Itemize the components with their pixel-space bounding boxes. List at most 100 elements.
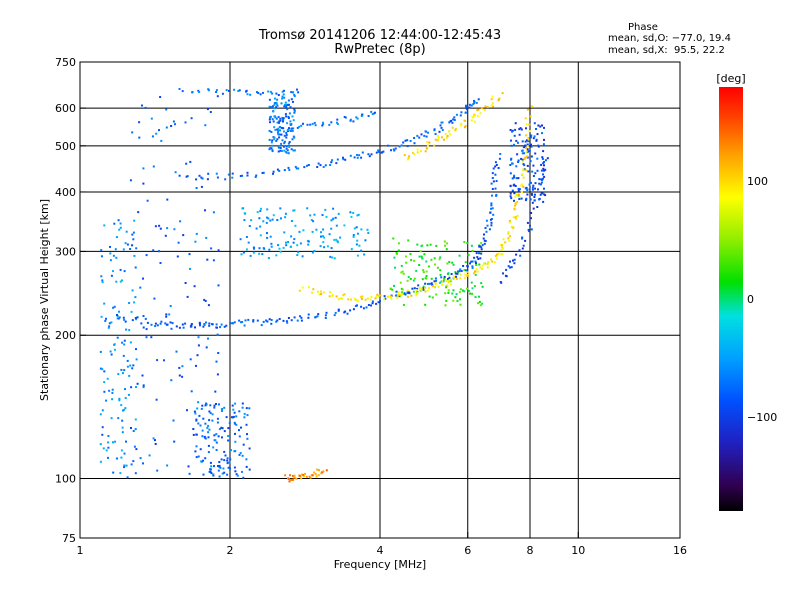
echo-point	[528, 183, 531, 186]
echo-point	[479, 257, 482, 260]
echo-point	[500, 253, 503, 256]
echo-point	[325, 215, 328, 218]
echo-point	[459, 277, 462, 280]
echo-point	[241, 321, 244, 323]
echo-point	[105, 449, 108, 452]
echo-point	[204, 437, 207, 440]
echo-point	[465, 108, 468, 111]
echo-point	[291, 115, 294, 118]
echo-point	[397, 293, 400, 296]
echo-point	[445, 286, 448, 289]
echo-point	[335, 224, 338, 227]
echo-point	[221, 427, 224, 430]
echo-point	[186, 175, 189, 178]
echo-point	[197, 336, 200, 339]
echo-point	[427, 265, 430, 268]
echo-point	[355, 226, 358, 229]
echo-point	[526, 193, 529, 196]
echo-point	[381, 151, 384, 154]
echo-point	[111, 388, 114, 391]
echo-point	[207, 337, 209, 340]
echo-point	[154, 439, 156, 442]
echo-point	[135, 318, 138, 321]
echo-point	[343, 293, 346, 296]
echo-point	[121, 426, 124, 429]
echo-point	[389, 288, 392, 290]
echo-point	[486, 224, 489, 227]
echo-point	[534, 182, 537, 185]
echo-point	[492, 213, 495, 216]
echo-point	[329, 291, 332, 294]
echo-point	[272, 120, 275, 123]
echo-point	[390, 295, 393, 298]
echo-point	[420, 255, 423, 258]
echo-point	[413, 287, 416, 290]
echo-point	[393, 256, 396, 259]
echo-point	[541, 156, 544, 159]
echo-point	[462, 289, 464, 292]
y-tick-label: 200	[55, 329, 76, 342]
echo-point	[390, 297, 393, 300]
echo-point	[119, 222, 122, 225]
echo-point	[276, 104, 279, 107]
echo-point	[518, 198, 521, 200]
echo-point	[425, 270, 428, 273]
echo-point	[234, 432, 236, 435]
echo-point	[439, 273, 442, 276]
echo-point	[525, 146, 527, 149]
echo-point	[416, 287, 419, 290]
echo-point	[517, 189, 520, 192]
echo-point	[289, 106, 292, 109]
echo-point	[514, 202, 517, 205]
echo-point	[117, 373, 120, 376]
echo-point	[144, 317, 147, 320]
echo-point	[99, 367, 102, 370]
echo-point	[134, 317, 137, 319]
echo-point	[200, 460, 203, 463]
echo-point	[481, 267, 484, 270]
echo-point	[456, 299, 459, 302]
echo-point	[515, 165, 518, 168]
echo-point	[286, 149, 289, 152]
echo-point	[541, 178, 544, 181]
echo-point	[524, 140, 527, 143]
echo-point	[521, 152, 524, 155]
echo-point	[113, 305, 116, 308]
echo-point	[538, 182, 541, 185]
echo-point	[281, 97, 284, 100]
echo-point	[195, 418, 198, 421]
echo-point	[413, 137, 416, 139]
echo-point	[103, 224, 106, 227]
x-tick-label: 2	[227, 544, 234, 557]
echo-point	[331, 159, 334, 162]
echo-point	[524, 117, 527, 120]
echo-point	[525, 134, 528, 137]
echo-point	[148, 454, 151, 457]
echo-point	[489, 211, 492, 214]
echo-point	[530, 145, 533, 148]
echo-point	[282, 127, 285, 130]
echo-point	[276, 168, 279, 171]
echo-point	[479, 252, 482, 255]
echo-point	[422, 285, 425, 288]
echo-point	[200, 407, 203, 410]
echo-point	[528, 188, 531, 191]
echo-point	[360, 156, 363, 159]
echo-point	[133, 254, 136, 257]
echo-point	[529, 160, 532, 163]
echo-point	[286, 129, 289, 132]
echo-point	[470, 281, 473, 284]
echo-point	[276, 121, 279, 124]
echo-point	[336, 123, 339, 125]
echo-point	[512, 259, 514, 262]
echo-point	[123, 270, 126, 273]
echo-point	[453, 276, 456, 279]
echo-point	[330, 247, 333, 250]
echo-point	[298, 125, 301, 128]
echo-point	[170, 379, 173, 382]
echo-point	[205, 321, 207, 324]
echo-point	[132, 430, 135, 432]
echo-point	[152, 165, 155, 168]
echo-point	[130, 463, 133, 466]
echo-point	[361, 298, 363, 300]
